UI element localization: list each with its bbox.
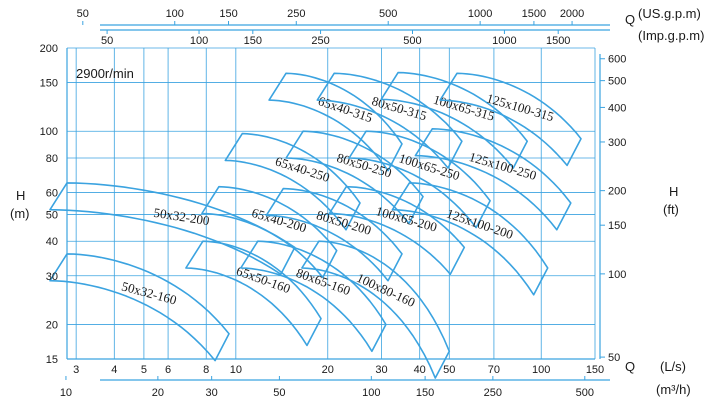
x-bottom-inner-tick-label: 30: [375, 364, 387, 376]
series-label-125x100-250: 125x100-250: [467, 149, 538, 183]
y-left-tick-label: 150: [40, 78, 58, 90]
y-right-tick-label: 100: [608, 269, 626, 281]
speed-label: 2900r/min: [76, 66, 134, 81]
pump-region-65x40-250: [224, 132, 361, 231]
x-top-imp-tick-label: 100: [190, 35, 208, 47]
x-top-imp-label: (Imp.g.p.m): [638, 28, 704, 43]
series-label-80x50-200: 80x50-200: [315, 207, 373, 238]
x-top-us-tick-label: 2000: [560, 8, 584, 20]
pump-region-50x32-160: [49, 253, 230, 362]
pump-region-65x40-315: [268, 72, 403, 172]
x-bottom-outer-label: (m³/h): [656, 382, 691, 397]
x-top-q-label: Q: [625, 12, 635, 27]
x-top-us-tick-label: 50: [77, 8, 89, 20]
pump-region-100x80-160: [301, 240, 451, 379]
x-bottom-outer-tick-label: 30: [206, 387, 218, 399]
series-label-80x50-250: 80x50-250: [335, 150, 393, 181]
y-right-tick-label: 300: [608, 137, 626, 149]
series-label-100x65-200: 100x65-200: [374, 203, 439, 235]
y-left-tick-label: 15: [46, 354, 58, 366]
pump-region-80x50-315: [316, 72, 463, 169]
pump-region-100x65-200: [328, 185, 466, 275]
x-top-imp-tick-label: 1500: [546, 35, 570, 47]
x-top-us-tick-label: 100: [166, 8, 184, 20]
x-bottom-inner-tick-label: 8: [203, 364, 209, 376]
y-left-label-h: H: [16, 188, 25, 203]
x-bottom-outer-tick-label: 10: [60, 387, 72, 399]
y-left-tick-label: 60: [46, 188, 58, 200]
x-bottom-inner-tick-label: 50: [443, 364, 455, 376]
pump-region-100x65-315: [380, 71, 528, 169]
pump-region-125x100-315: [439, 72, 582, 167]
x-top-us-tick-label: 1000: [468, 8, 492, 20]
pump-region-80x65-160: [240, 240, 387, 353]
x-bottom-inner-tick-label: 5: [141, 364, 147, 376]
series-label-125x100-315: 125x100-315: [485, 90, 556, 124]
y-right-tick-label: 150: [608, 220, 626, 232]
plot-frame: [66, 24, 610, 381]
x-bottom-inner-tick-label: 3: [73, 364, 79, 376]
y-left-tick-label: 100: [40, 126, 58, 138]
x-top-us-tick-label: 1500: [522, 8, 546, 20]
x-bottom-inner-tick-label: 40: [414, 364, 426, 376]
x-top-imp-tick-label: 500: [403, 35, 421, 47]
y-left-tick-label: 40: [46, 236, 58, 248]
x-bottom-outer-tick-label: 500: [576, 387, 594, 399]
pump-region-80x50-200: [265, 187, 403, 282]
pump-region-125x100-200: [391, 182, 549, 296]
y-right-tick-label: 50: [608, 352, 620, 364]
x-bottom-inner-tick-label: 4: [111, 364, 117, 376]
x-top-us-label: (US.g.p.m): [638, 6, 701, 21]
y-left-tick-label: 20: [46, 319, 58, 331]
x-top-imp-tick-label: 150: [244, 35, 262, 47]
y-left-tick-label: 30: [46, 271, 58, 283]
y-right-tick-label: 200: [608, 186, 626, 198]
y-left-tick-label: 200: [40, 43, 58, 55]
y-right-tick-label: 400: [608, 102, 626, 114]
x-bottom-outer-tick-label: 20: [152, 387, 164, 399]
x-bottom-inner-tick-label: 150: [586, 364, 604, 376]
x-top-imp-tick-label: 1000: [492, 35, 516, 47]
y-left-tick-label: 80: [46, 153, 58, 165]
x-top-imp-tick-label: 250: [311, 35, 329, 47]
axis-labels: 2900r/min H (m) H (ft) Q (US.g.p.m) (Imp…: [10, 6, 704, 397]
x-bottom-q-label: Q: [625, 359, 635, 374]
pump-region-100x65-250: [348, 130, 491, 229]
y-left-label-unit: (m): [10, 206, 30, 221]
x-bottom-outer-tick-label: 150: [416, 387, 434, 399]
pump-region-65x40-200: [201, 185, 338, 279]
y-right-tick-label: 600: [608, 54, 626, 66]
x-bottom-inner-label: (L/s): [660, 359, 686, 374]
x-bottom-inner-tick-label: 10: [230, 364, 242, 376]
y-left-tick-label: 50: [46, 209, 58, 221]
pump-region-80x50-250: [285, 130, 424, 225]
x-bottom-inner-tick-label: 20: [322, 364, 334, 376]
pump-region-65x50-160: [185, 240, 322, 347]
x-bottom-inner-tick-label: 70: [488, 364, 500, 376]
x-bottom-inner-tick-label: 100: [532, 364, 550, 376]
y-right-label-h: H: [669, 184, 678, 199]
x-top-us-tick-label: 150: [219, 8, 237, 20]
grid: [67, 47, 596, 360]
x-bottom-outer-tick-label: 100: [362, 387, 380, 399]
pump-region-125x100-250: [414, 128, 572, 231]
x-bottom-outer-tick-label: 250: [484, 387, 502, 399]
x-top-us-tick-label: 500: [379, 8, 397, 20]
x-bottom-outer-tick-label: 50: [273, 387, 285, 399]
x-bottom-inner-tick-label: 6: [165, 364, 171, 376]
y-right-label-unit: (ft): [663, 202, 679, 217]
y-right-tick-label: 500: [608, 76, 626, 88]
tick-labels: 15 20 30 40 50 60 80 100 150 200 50 100 150 200 300 400…: [40, 8, 627, 399]
x-top-imp-tick-label: 50: [101, 35, 113, 47]
x-top-us-tick-label: 250: [287, 8, 305, 20]
pump-region-50x32-200: [49, 182, 296, 275]
